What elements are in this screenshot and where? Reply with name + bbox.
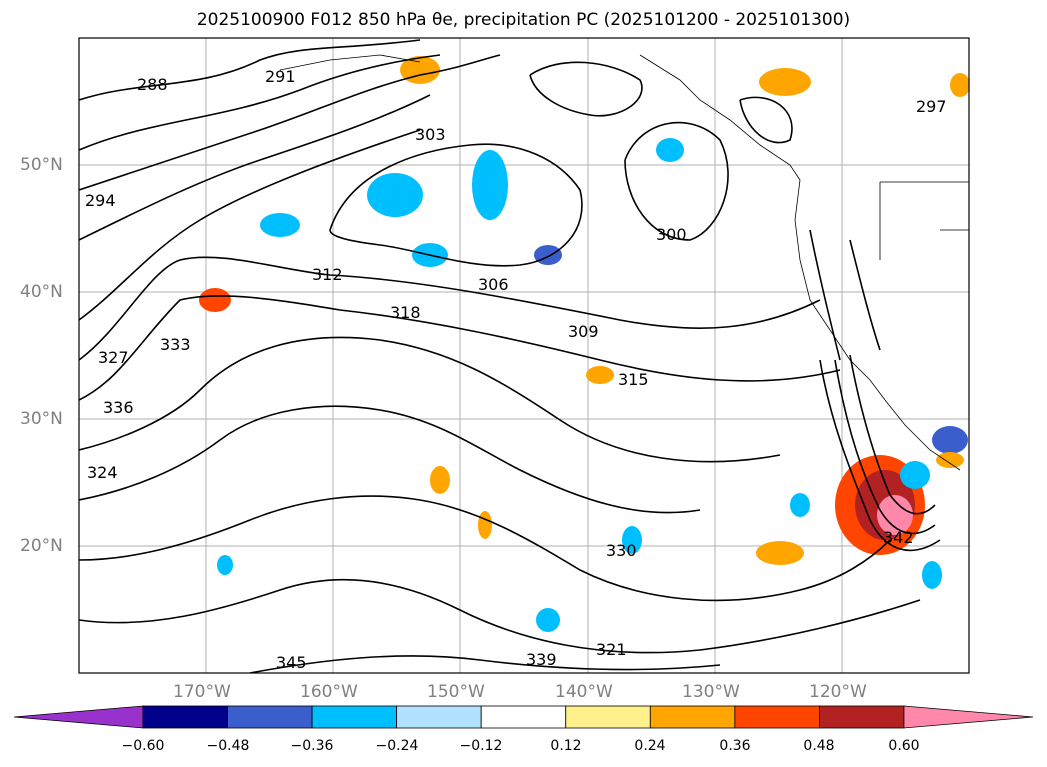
contour-label: 306 bbox=[478, 275, 509, 294]
contour-label: 333 bbox=[160, 335, 191, 354]
contour-label: 297 bbox=[916, 97, 947, 116]
precip-patch bbox=[478, 511, 492, 539]
contour-label: 321 bbox=[596, 640, 627, 659]
precip-patch bbox=[367, 173, 423, 217]
lon-label: 140°W bbox=[555, 682, 613, 702]
contour-label: 312 bbox=[312, 265, 343, 284]
colorbar-tick-label: −0.24 bbox=[375, 738, 419, 754]
contour-label: 300 bbox=[656, 225, 687, 244]
colorbar bbox=[13, 705, 1034, 729]
precip-patch bbox=[756, 541, 804, 565]
precip-patch bbox=[534, 245, 562, 265]
precip-patch bbox=[950, 73, 969, 97]
contour-label: 315 bbox=[618, 370, 649, 389]
colorbar-swatch bbox=[142, 705, 228, 729]
colorbar-swatch bbox=[311, 705, 398, 729]
lon-label: 160°W bbox=[300, 682, 358, 702]
map-title: 2025100900 F012 850 hPa θe, precipitatio… bbox=[196, 10, 851, 30]
lon-label: 130°W bbox=[682, 682, 740, 702]
contour-label: 336 bbox=[103, 398, 134, 417]
contour-label: 342 bbox=[883, 528, 914, 547]
precip-patch bbox=[260, 213, 300, 237]
contour-label: 294 bbox=[85, 191, 116, 210]
precip-patch bbox=[900, 461, 930, 489]
contour-label: 303 bbox=[415, 125, 446, 144]
colorbar-tick-label: 0.12 bbox=[550, 738, 582, 754]
precip-patch bbox=[877, 495, 913, 535]
precip-patch bbox=[759, 68, 811, 96]
precip-patch bbox=[586, 366, 614, 384]
colorbar-swatch bbox=[396, 705, 482, 729]
lon-label: 120°W bbox=[809, 682, 867, 702]
colorbar-tick-label: −0.12 bbox=[459, 738, 503, 754]
lat-label: 30°N bbox=[20, 409, 63, 429]
precip-patch bbox=[790, 493, 810, 517]
precip-patch bbox=[430, 466, 450, 494]
colorbar-extend-left bbox=[13, 705, 144, 729]
lat-label: 50°N bbox=[20, 155, 63, 175]
lat-label: 40°N bbox=[20, 282, 63, 302]
precip-patch bbox=[936, 452, 964, 468]
contour-label: 324 bbox=[87, 463, 118, 482]
contour-label: 330 bbox=[606, 541, 637, 560]
contour-label: 288 bbox=[137, 75, 168, 94]
contour-label: 327 bbox=[98, 348, 129, 367]
precip-patch bbox=[199, 288, 231, 312]
colorbar-swatch bbox=[649, 705, 736, 729]
contour-labels: 288 291 294 297 300 303 306 309 312 315 … bbox=[85, 67, 947, 672]
contour-label: 339 bbox=[526, 650, 557, 669]
contour-label: 345 bbox=[276, 653, 307, 672]
colorbar-swatch bbox=[734, 705, 820, 729]
contour-label: 309 bbox=[568, 322, 599, 341]
contour-label: 318 bbox=[390, 303, 421, 322]
lon-label: 150°W bbox=[427, 682, 485, 702]
map-frame bbox=[78, 37, 970, 674]
colorbar-extend-right bbox=[903, 705, 1034, 729]
colorbar-swatch bbox=[819, 705, 905, 729]
precip-patch bbox=[622, 526, 642, 554]
precip-patch bbox=[217, 555, 233, 575]
coastlines bbox=[279, 54, 969, 471]
lon-label: 170°W bbox=[173, 682, 231, 702]
precip-patch bbox=[536, 608, 560, 632]
precip-patch bbox=[656, 138, 684, 162]
colorbar-tick-label: 0.48 bbox=[803, 738, 835, 754]
colorbar-tick-label: −0.60 bbox=[121, 738, 165, 754]
colorbar-tick-label: 0.36 bbox=[719, 738, 751, 754]
theta-e-contours bbox=[79, 39, 941, 673]
contour-label: 291 bbox=[265, 67, 296, 86]
colorbar-swatch bbox=[480, 705, 567, 729]
precip-patch bbox=[472, 150, 508, 220]
colorbar-tick-label: 0.60 bbox=[888, 738, 920, 754]
colorbar-swatch bbox=[227, 705, 313, 729]
colorbar-tick-label: −0.48 bbox=[206, 738, 250, 754]
precip-patch bbox=[932, 426, 968, 454]
gridlines bbox=[79, 38, 969, 673]
colorbar-tick-label: 0.24 bbox=[634, 738, 666, 754]
colorbar-swatch bbox=[565, 705, 651, 729]
colorbar-tick-label: −0.36 bbox=[290, 738, 334, 754]
precip-patch bbox=[922, 561, 942, 589]
lat-label: 20°N bbox=[20, 536, 63, 556]
